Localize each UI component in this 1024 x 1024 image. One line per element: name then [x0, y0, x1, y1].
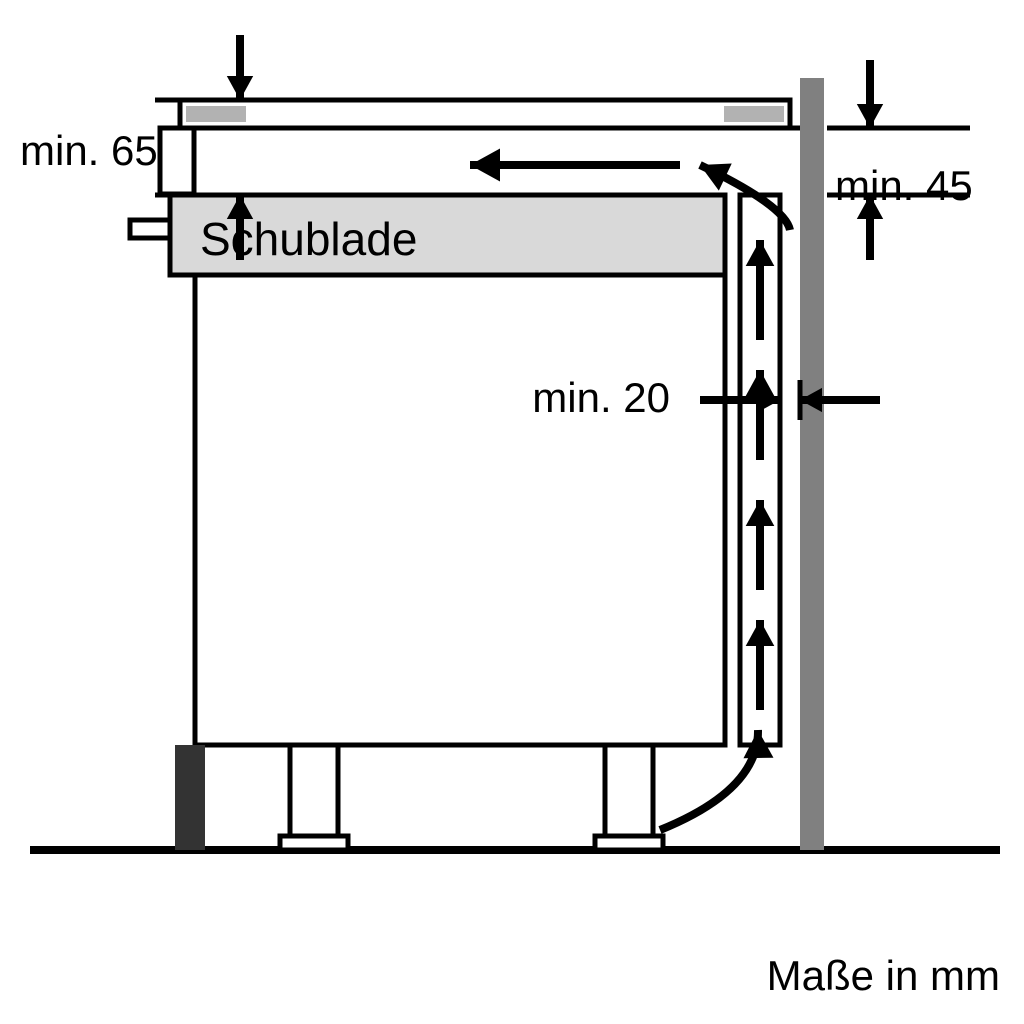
drawer-label: Schublade: [200, 213, 417, 265]
installation-diagram: min. 65 min. 45 min. 20 Schublade Maße in mm: [0, 0, 1024, 1024]
dim-45-label: min. 45: [835, 162, 973, 209]
units-footer: Maße in mm: [767, 952, 1000, 999]
dim-20-label: min. 20: [532, 374, 670, 421]
dim-65-label: min. 65: [20, 127, 158, 174]
